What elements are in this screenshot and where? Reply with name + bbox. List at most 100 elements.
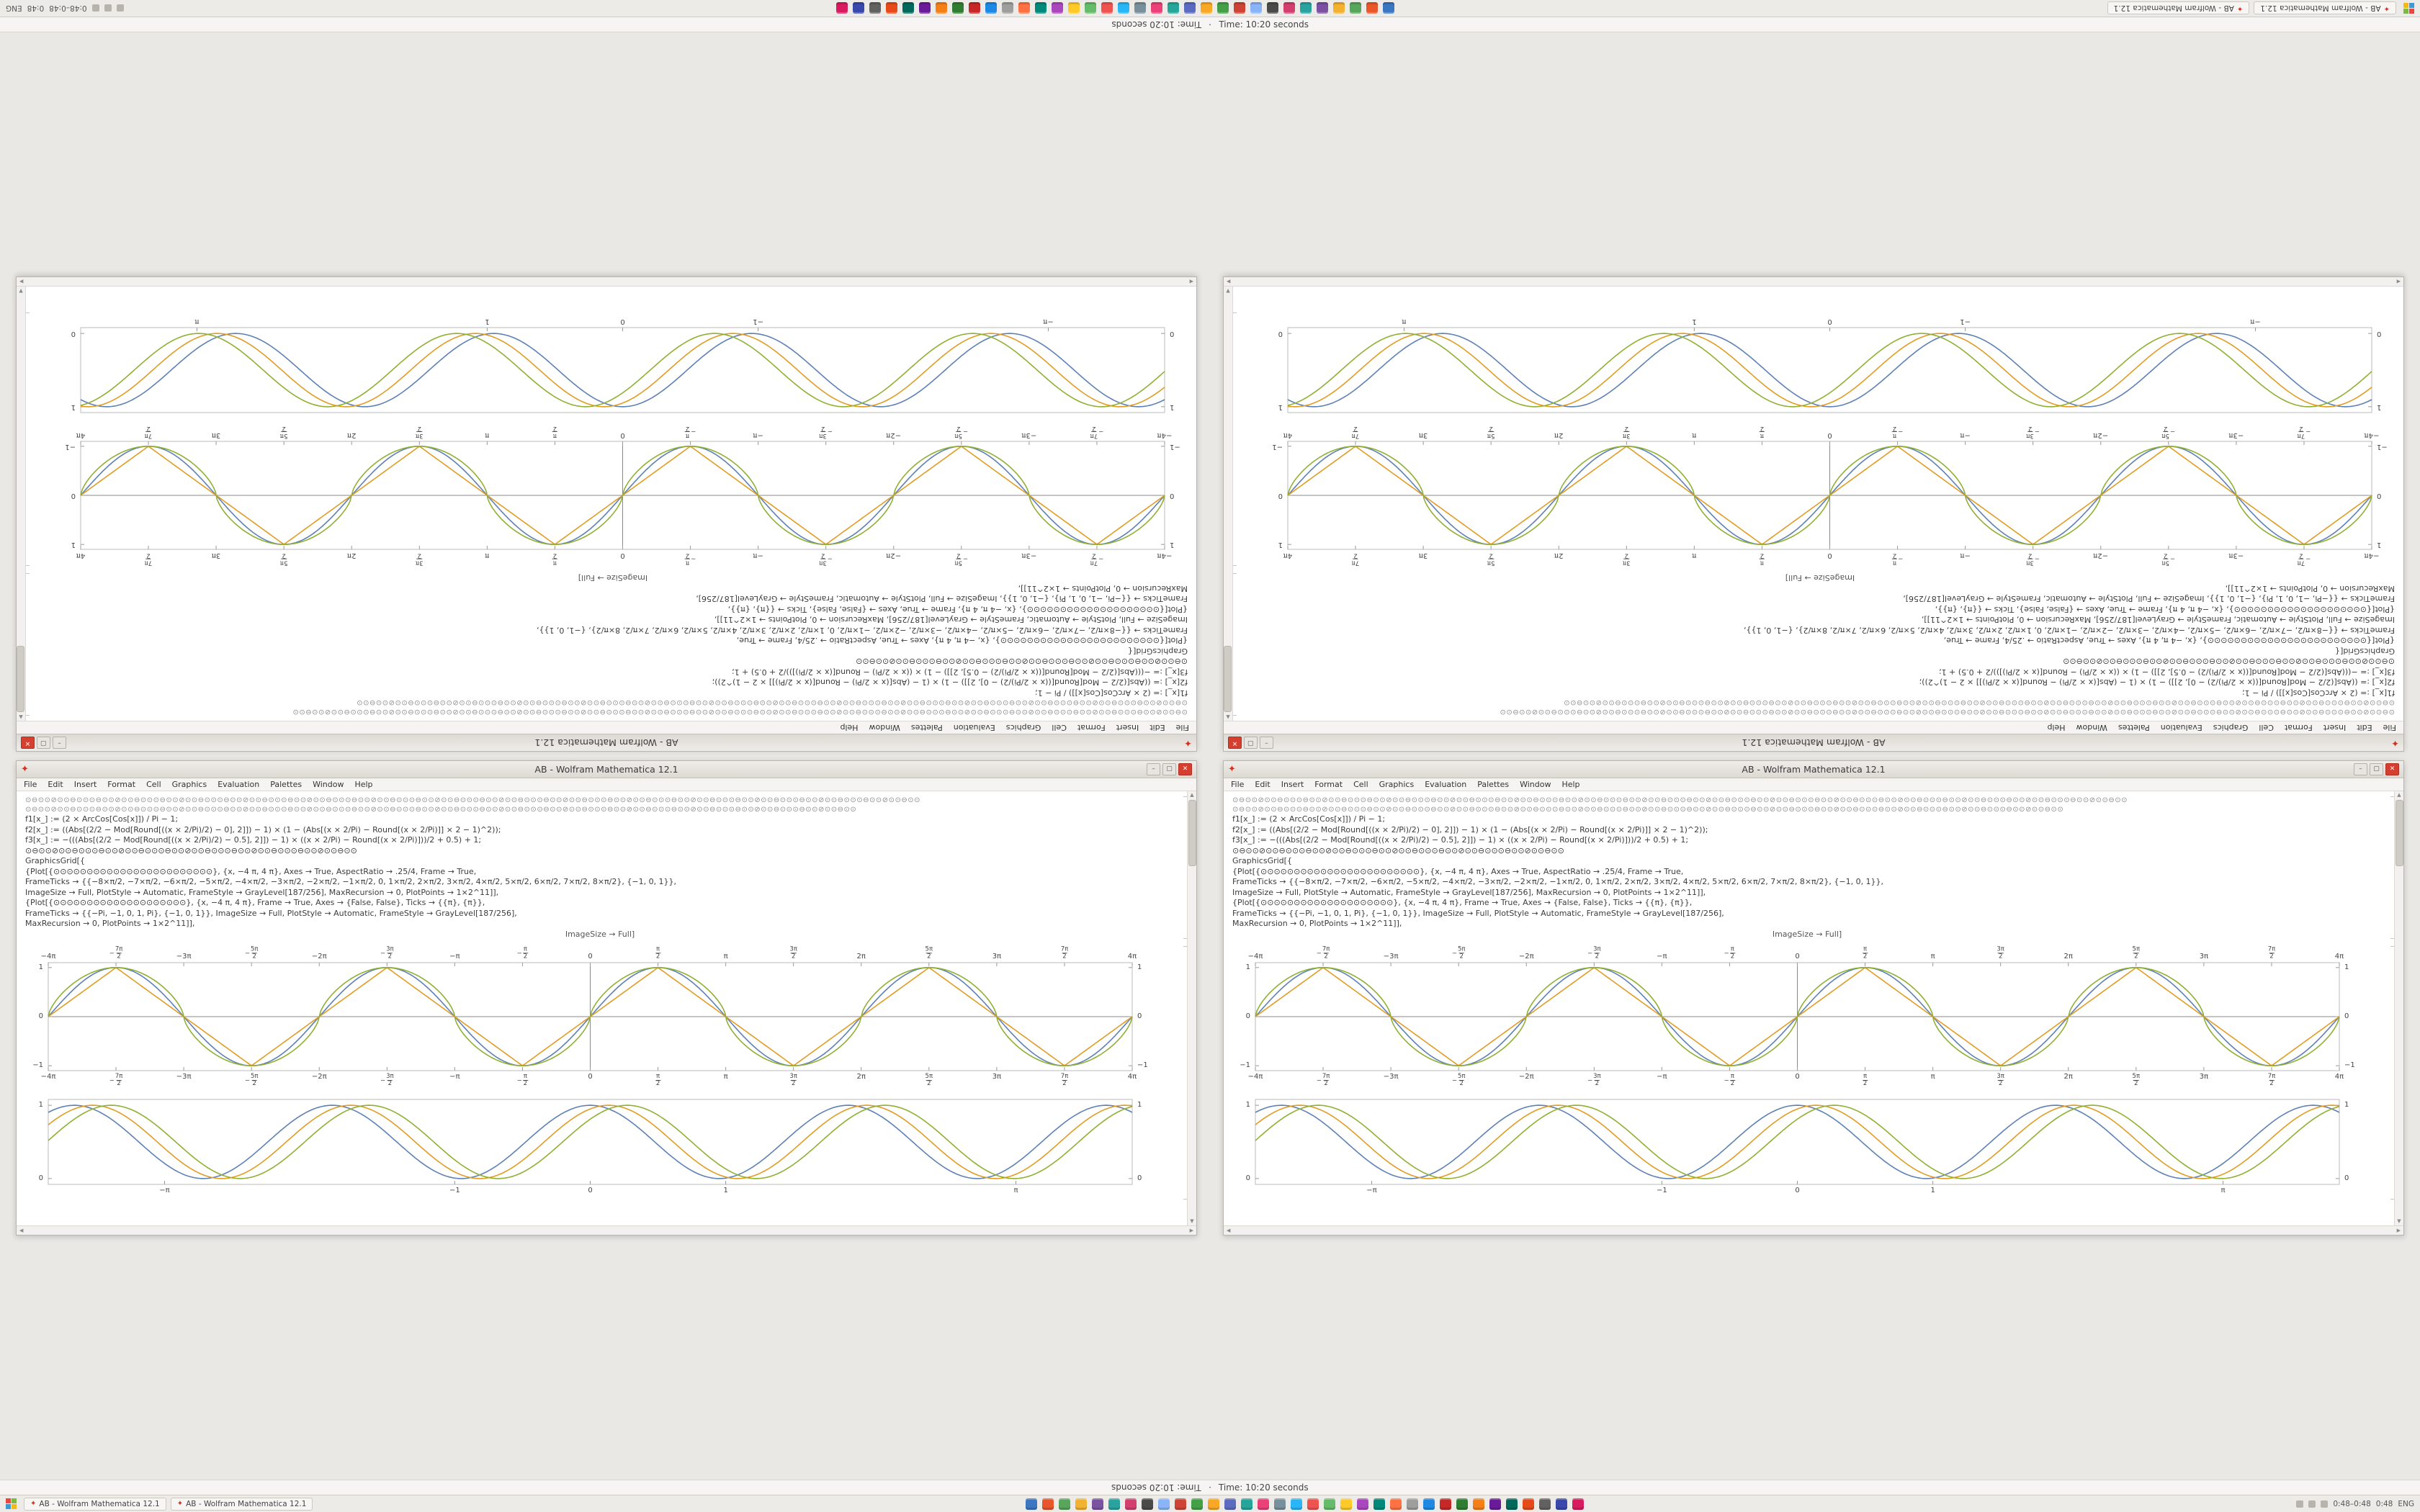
app-icon[interactable] [1068,2,1080,14]
app-icon[interactable] [1250,2,1263,14]
app-icon[interactable] [1389,1498,1402,1510]
vertical-scrollbar[interactable]: ▲ ▼ [1187,791,1196,1225]
menu-item[interactable]: Format [107,780,136,789]
taskbar-window-button[interactable]: ✦ AB - Wolfram Mathematica 12.1 [170,1497,313,1511]
app-icon[interactable] [853,2,865,14]
menu-item[interactable]: Help [840,723,859,732]
window-titlebar[interactable]: ✦ AB - Wolfram Mathematica 12.1 – ▢ ✕ [1224,734,2403,751]
close-button[interactable]: ✕ [1228,737,1242,749]
app-icon[interactable] [1134,2,1147,14]
menu-item[interactable]: Window [1520,780,1551,789]
scroll-down-icon[interactable]: ▼ [1190,1218,1194,1224]
app-icon[interactable] [936,2,948,14]
horizontal-scrollbar[interactable]: ◀ ▶ [1224,277,2403,287]
app-icon[interactable] [1333,2,1345,14]
app-icon[interactable] [1439,1498,1451,1510]
scroll-right-icon[interactable]: ▶ [1189,1227,1193,1233]
app-icon[interactable] [1025,1498,1037,1510]
scroll-up-icon[interactable]: ▲ [2397,792,2401,798]
app-icon[interactable] [952,2,964,14]
minimize-button[interactable]: – [1147,763,1160,775]
taskbar-window-button[interactable]: ✦ AB - Wolfram Mathematica 12.1 [2254,1,2396,15]
menu-item[interactable]: Format [1077,723,1106,732]
menu-item[interactable]: Cell [146,780,161,789]
menu-item[interactable]: Edit [2357,723,2372,732]
code-cell[interactable]: ⊙⊖⊙⊙⊘⊙⊙⊖⊙⊙⊙⊖⊙⊙⊘⊙⊙⊖⊙⊙⊙⊖⊙⊙⊘⊙⊙⊖⊙⊙⊙⊖⊙⊙⊘⊙⊙⊖⊙⊙… [25,796,1188,940]
close-button[interactable]: ✕ [1178,763,1192,775]
app-icon[interactable] [1538,1498,1551,1510]
app-icon[interactable] [1091,1498,1103,1510]
scroll-up-icon[interactable]: ▲ [1226,714,1230,720]
menu-item[interactable]: Format [1314,780,1343,789]
app-icon[interactable] [1489,1498,1501,1510]
app-icon[interactable] [1572,1498,1584,1510]
menu-item[interactable]: File [1231,780,1245,789]
menu-item[interactable]: Window [2076,723,2107,732]
vertical-scrollbar[interactable]: ▲ ▼ [17,287,26,721]
app-icon[interactable] [1041,1498,1054,1510]
menu-item[interactable]: Edit [48,780,63,789]
menu-item[interactable]: File [24,780,37,789]
app-icon[interactable] [1035,2,1047,14]
minimize-button[interactable]: – [2354,763,2367,775]
maximize-button[interactable]: ▢ [1244,737,1258,749]
scroll-down-icon[interactable]: ▼ [19,288,23,294]
vertical-scrollbar[interactable]: ▲ ▼ [1224,287,1233,721]
app-icon[interactable] [1085,2,1097,14]
scroll-up-icon[interactable]: ▲ [1190,792,1194,798]
menu-item[interactable]: Cell [1353,780,1368,789]
maximize-button[interactable]: ▢ [1162,763,1176,775]
tray-language[interactable]: ENG [2398,1499,2414,1508]
scroll-up-icon[interactable]: ▲ [19,714,23,720]
scroll-thumb[interactable] [2395,800,2403,866]
scroll-left-icon[interactable]: ◀ [19,1227,24,1233]
maximize-button[interactable]: ▢ [37,737,50,749]
horizontal-scrollbar[interactable]: ◀ ▶ [17,277,1196,287]
menu-item[interactable]: Help [1561,780,1580,789]
code-cell[interactable]: ⊙⊖⊙⊙⊘⊙⊙⊖⊙⊙⊙⊖⊙⊙⊘⊙⊙⊖⊙⊙⊙⊖⊙⊙⊘⊙⊙⊖⊙⊙⊙⊖⊙⊙⊘⊙⊙⊖⊙⊙… [1245,572,2395,716]
app-icon[interactable] [1075,1498,1087,1510]
code-cell[interactable]: ⊙⊖⊙⊙⊘⊙⊙⊖⊙⊙⊙⊖⊙⊙⊘⊙⊙⊖⊙⊙⊙⊖⊙⊙⊘⊙⊙⊖⊙⊙⊙⊖⊙⊙⊘⊙⊙⊖⊙⊙… [1232,796,2395,940]
tray-language[interactable]: ENG [6,4,22,13]
app-icon[interactable] [1118,2,1130,14]
app-icon[interactable] [1201,2,1213,14]
app-icon[interactable] [1052,2,1064,14]
app-icon[interactable] [836,2,848,14]
menu-item[interactable]: Insert [1116,723,1139,732]
menu-item[interactable]: Help [2047,723,2066,732]
app-icon[interactable] [1300,2,1312,14]
scroll-thumb[interactable] [1188,800,1196,866]
app-icon[interactable] [1058,1498,1070,1510]
menu-item[interactable]: Window [313,780,344,789]
app-icon[interactable] [1307,1498,1319,1510]
menu-item[interactable]: Graphics [1005,723,1041,732]
menu-item[interactable]: Graphics [171,780,207,789]
app-icon[interactable] [1522,1498,1534,1510]
taskbar-window-button[interactable]: ✦ AB - Wolfram Mathematica 12.1 [2107,1,2250,15]
scroll-down-icon[interactable]: ▼ [1226,288,1230,294]
app-icon[interactable] [1273,1498,1286,1510]
taskbar-window-button[interactable]: ✦ AB - Wolfram Mathematica 12.1 [24,1497,166,1511]
tray-icon[interactable] [2308,1500,2316,1508]
minimize-button[interactable]: – [53,737,66,749]
menu-item[interactable]: Format [2284,723,2313,732]
app-icon[interactable] [1217,2,1229,14]
app-icon[interactable] [1018,2,1031,14]
app-icon[interactable] [1184,2,1196,14]
app-icon[interactable] [969,2,981,14]
window-titlebar[interactable]: ✦ AB - Wolfram Mathematica 12.1 – ▢ ✕ [1224,761,2403,778]
app-icon[interactable] [1108,1498,1120,1510]
app-icon[interactable] [919,2,931,14]
scroll-right-icon[interactable]: ▶ [1227,279,1231,285]
app-icon[interactable] [1456,1498,1468,1510]
scroll-right-icon[interactable]: ▶ [2396,1227,2401,1233]
app-icon[interactable] [1101,2,1113,14]
app-icon[interactable] [1283,2,1296,14]
app-icon[interactable] [1373,1498,1385,1510]
menu-item[interactable]: Cell [1052,723,1067,732]
app-icon[interactable] [985,2,998,14]
app-icon[interactable] [1124,1498,1137,1510]
app-icon[interactable] [1207,1498,1219,1510]
horizontal-scrollbar[interactable]: ◀ ▶ [1224,1225,2403,1235]
app-icon[interactable] [869,2,882,14]
